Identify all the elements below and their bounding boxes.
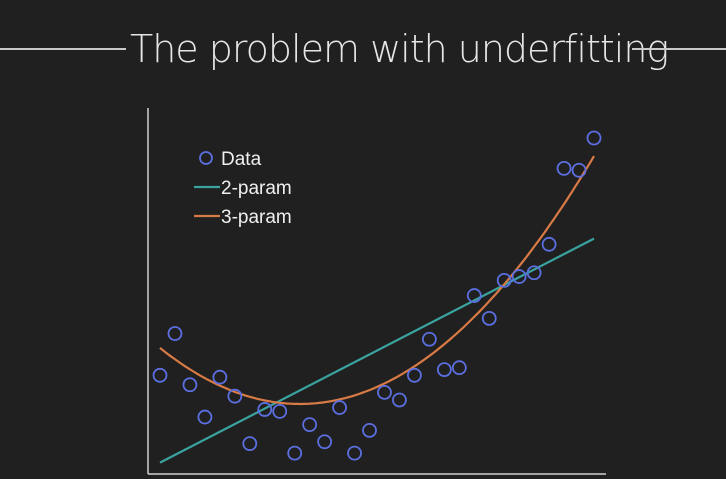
fit-lines [159,155,595,464]
data-point [392,392,407,408]
data-point [257,402,273,417]
data-point [182,377,198,393]
chart-axes [147,108,606,475]
fit-line-2-param [159,237,595,464]
data-point [571,162,587,178]
data-point [407,367,422,383]
data-point [347,445,362,461]
data-point [377,384,392,400]
chart-legend: Data 2-param 3-param [194,149,292,228]
data-point [421,331,437,347]
legend-marker-data [199,151,213,165]
legend-label-3-param: 3-param [221,207,292,228]
data-point [526,265,542,281]
data-point [466,288,482,303]
title-rule-right [632,48,726,50]
data-point [362,422,377,438]
data-point [242,436,258,452]
data-point [197,409,213,425]
legend-label-data: Data [221,149,262,170]
data-point [152,367,168,383]
data-point [332,400,347,415]
data-point [496,272,512,288]
data-point [511,269,527,284]
data-point [586,130,602,146]
slide-title: The problem with underfitting [130,27,669,71]
data-points [152,130,602,461]
data-point [302,417,318,433]
data-point [481,310,497,326]
data-point [541,236,557,252]
data-point [212,369,228,385]
data-point [556,160,572,176]
title-row: The problem with underfitting [0,22,726,78]
data-point [287,445,303,461]
legend-label-2-param: 2-param [221,178,292,199]
data-point [227,388,243,404]
data-point [317,434,333,450]
data-point [436,362,452,377]
data-point [272,403,288,419]
data-point [167,326,183,341]
data-point [451,360,467,376]
title-rule-left [0,48,126,50]
